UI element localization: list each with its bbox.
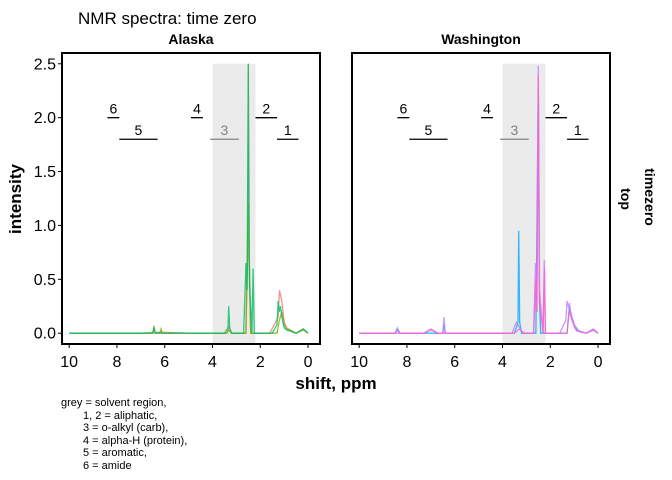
region-2-label: 2 [552,101,560,117]
region-6-label: 6 [109,101,117,117]
panel-border [61,52,321,345]
region-5-label: 5 [135,122,143,138]
spectrum-line-sample-2 [69,203,309,334]
region-3-label: 3 [221,122,229,138]
x-tick-label: 6 [450,354,459,371]
spectrum-line-sample-3 [359,74,599,334]
spectrum-line-sample-1 [359,85,599,334]
x-tick-label: 2 [256,354,265,371]
panel-strip-label: Washington [441,31,521,47]
y-tick-label: 1.5 [34,164,56,181]
caption-line: 1, 2 = aliphatic, [83,409,158,422]
x-tick-label: 0 [304,354,313,371]
strip-right-line-2: top [618,188,634,210]
x-tick-label: 10 [350,354,368,371]
spectrum-line-sample-1 [69,63,309,334]
region-1-label: 1 [574,122,582,138]
nmr-spectra-chart: NMR spectra: time zero shift, ppm intens… [6,9,658,393]
chart-title: NMR spectra: time zero [78,9,257,28]
x-tick-label: 0 [594,354,603,371]
x-axis-title: shift, ppm [295,374,376,393]
spectra-lines [69,63,309,334]
caption-line: 3 = o-alkyl (carb), [83,422,169,434]
strip-right-line-1: timezero [642,168,658,226]
caption-line: 6 = amide [83,459,132,472]
caption-line: 5 = aromatic, [83,447,147,459]
x-tick-label: 8 [112,354,121,371]
y-tick-label: 1.0 [34,218,56,235]
panel-border [351,52,611,345]
y-tick-label: 2.0 [34,110,56,127]
region-6-label: 6 [399,101,407,117]
region-2-label: 2 [262,101,270,117]
x-tick-label: 8 [402,354,411,371]
region-5-label: 5 [425,122,433,138]
region-4-label: 4 [193,101,201,117]
x-tick-label: 4 [498,354,507,371]
x-tick-label: 2 [546,354,555,371]
region-4-label: 4 [483,101,491,117]
region-3-label: 3 [511,122,519,138]
y-axis-title: intensity [6,164,25,234]
x-tick-label: 6 [160,354,169,371]
spectrum-line-sample-3 [69,63,309,334]
spectra-lines [359,65,599,334]
strip-right-label: timezero top [618,168,658,229]
region-1-label: 1 [284,122,292,138]
spectrum-line-sample-2 [359,65,599,334]
panel-strip-label: Alaska [168,31,213,47]
caption-line: 4 = alpha-H (protein), [83,434,188,447]
y-tick-label: 0.0 [34,326,56,343]
caption-line: grey = solvent region, [61,397,167,409]
x-tick-label: 10 [60,354,78,371]
region-legend-caption: grey = solvent region, 1, 2 = aliphatic,… [61,397,187,472]
y-tick-label: 0.5 [34,272,56,289]
x-tick-label: 4 [208,354,217,371]
y-tick-label: 2.5 [34,56,56,73]
